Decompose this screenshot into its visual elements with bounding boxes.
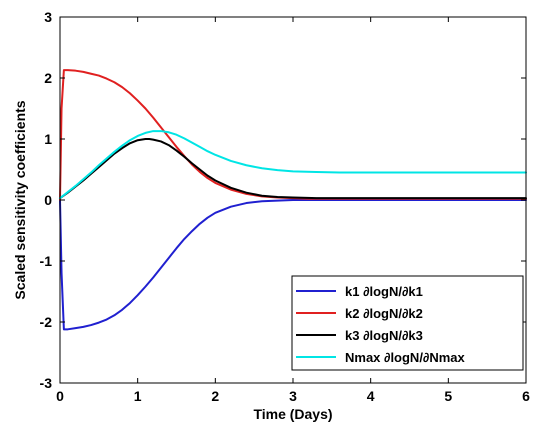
legend: k1 ∂logN/∂k1 k2 ∂logN/∂k2 k3 ∂logN/∂k3 Nmax…	[291, 275, 524, 371]
x-axis-label: Time (Days)	[253, 406, 332, 422]
x-tick-label: 5	[444, 388, 452, 404]
y-tick-label: 0	[44, 192, 52, 208]
y-tick-label: -2	[40, 314, 53, 330]
y-tick-label: 2	[44, 70, 52, 86]
series-layer	[59, 69, 527, 331]
y-axis-label: Scaled sensitivity coefficients	[12, 100, 28, 299]
x-tick-label: 4	[367, 388, 375, 404]
legend-label-1: k1 ∂logN/∂k1	[345, 284, 423, 299]
y-tick-label: -3	[40, 375, 53, 391]
x-tick-label: 2	[211, 388, 219, 404]
y-tick-label: 3	[44, 9, 52, 25]
y-tick-label: 1	[44, 131, 52, 147]
y-tick-label: -1	[40, 253, 53, 269]
series-line-3	[59, 138, 527, 200]
series-line-4	[59, 130, 527, 200]
legend-label-4: Nmax ∂logN/∂Nmax	[345, 350, 466, 365]
x-tick-label: 1	[134, 388, 142, 404]
ticks-layer: 0 1 2 3 4 5 6 -3 -2 -1 0 1 2 3	[40, 9, 531, 404]
x-tick-label: 0	[56, 388, 64, 404]
legend-label-2: k2 ∂logN/∂k2	[345, 306, 423, 321]
series-line-1	[59, 199, 527, 331]
x-tick-label: 3	[289, 388, 297, 404]
x-tick-label: 6	[522, 388, 530, 404]
legend-label-3: k3 ∂logN/∂k3	[345, 328, 423, 343]
